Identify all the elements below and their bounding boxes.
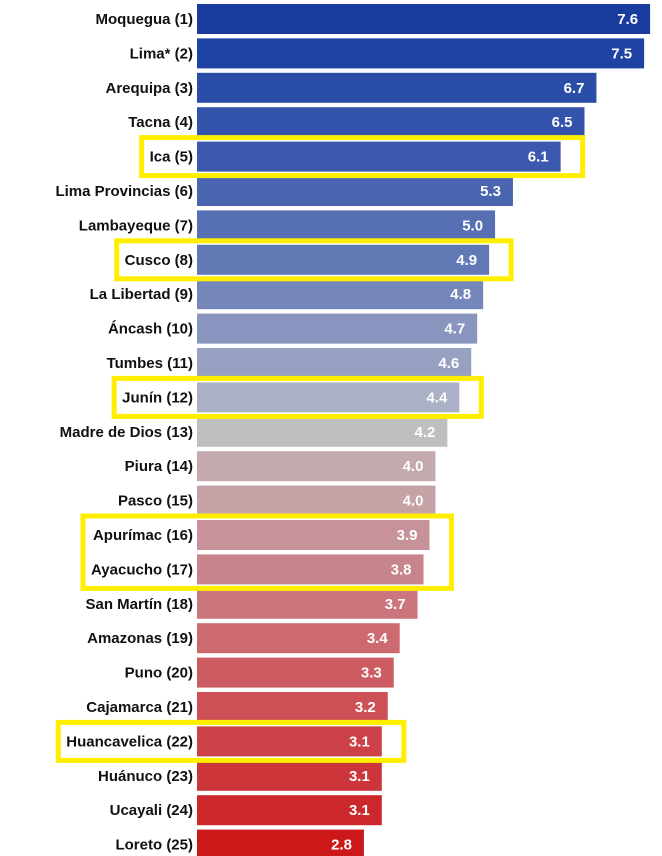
value-label: 5.3: [480, 183, 501, 200]
category-label: Lambayeque (7): [79, 217, 193, 234]
category-label: Junín (12): [122, 389, 193, 406]
category-label: Áncash (10): [108, 321, 193, 338]
value-label: 4.0: [403, 458, 424, 475]
bar: [197, 760, 382, 791]
bar: [197, 451, 436, 482]
category-label: Madre de Dios (13): [60, 424, 193, 441]
category-label: Tacna (4): [128, 114, 193, 131]
category-label: Puno (20): [125, 665, 193, 682]
bar: [197, 141, 561, 172]
value-label: 6.5: [552, 114, 573, 131]
highlight-layer: [55, 135, 586, 763]
category-label: Ucayali (24): [110, 802, 193, 819]
bar: [197, 829, 364, 856]
bar: [197, 485, 436, 516]
value-label: 3.8: [391, 561, 412, 578]
value-label: 3.1: [349, 768, 370, 785]
category-label: Ica (5): [150, 149, 193, 166]
value-label: 5.0: [462, 217, 483, 234]
category-label: Pasco (15): [118, 493, 193, 510]
bar: [197, 279, 484, 310]
bar: [197, 210, 496, 241]
value-label: 6.7: [564, 80, 585, 97]
category-label: Cajamarca (21): [86, 699, 193, 716]
bar: [197, 4, 651, 34]
value-label: 3.1: [349, 802, 370, 819]
highlight-box: [55, 719, 407, 763]
bar: [197, 382, 460, 413]
value-label: 7.5: [611, 45, 632, 62]
bar: [197, 38, 645, 69]
category-label: Cusco (8): [125, 252, 193, 269]
bar: [197, 554, 424, 585]
bar: [197, 588, 418, 619]
value-label: 7.6: [617, 11, 638, 28]
value-label: 3.9: [397, 527, 418, 544]
bar: [197, 107, 585, 138]
bar: [197, 348, 472, 378]
category-label: Lima* (2): [130, 45, 193, 62]
value-label: 3.4: [367, 630, 389, 647]
bar: [197, 72, 597, 103]
category-label: Moquegua (1): [96, 11, 194, 28]
value-label: 3.3: [361, 665, 382, 682]
value-label: 3.1: [349, 733, 370, 750]
highlight-box: [111, 375, 484, 419]
bar: [197, 244, 490, 275]
value-label: 4.7: [444, 321, 465, 338]
value-label: 4.6: [438, 355, 459, 372]
category-label: Lima Provincias (6): [55, 183, 193, 200]
bar: [197, 795, 382, 826]
category-label: San Martín (18): [85, 596, 193, 613]
value-label: 4.4: [426, 389, 448, 406]
category-label: Tumbes (11): [107, 355, 193, 372]
category-label: Huánuco (23): [98, 768, 193, 785]
bar: [197, 416, 448, 447]
category-label: Amazonas (19): [87, 630, 193, 647]
bar: [197, 623, 400, 654]
bar: [197, 692, 388, 722]
value-label: 2.8: [331, 837, 352, 854]
highlight-box: [80, 513, 454, 591]
value-label: 4.0: [403, 493, 424, 510]
bar: [197, 657, 394, 688]
category-label: Piura (14): [125, 458, 193, 475]
bar: [197, 313, 478, 344]
category-label: Huancavelica (22): [66, 733, 193, 750]
category-label: Loreto (25): [115, 837, 193, 854]
category-label: Ayacucho (17): [91, 561, 193, 578]
category-label: La Libertad (9): [90, 286, 193, 303]
highlight-box: [139, 135, 586, 179]
bar: [197, 520, 430, 550]
value-label: 3.7: [385, 596, 406, 613]
highlight-box: [114, 238, 514, 282]
value-label: 3.2: [355, 699, 376, 716]
bar: [197, 176, 513, 206]
category-label: Apurímac (16): [93, 527, 193, 544]
value-label: 4.9: [456, 252, 477, 269]
category-label: Arequipa (3): [105, 80, 193, 97]
value-label: 4.2: [415, 424, 436, 441]
bar: [197, 726, 382, 757]
value-label: 4.8: [450, 286, 471, 303]
value-label: 6.1: [528, 149, 549, 166]
